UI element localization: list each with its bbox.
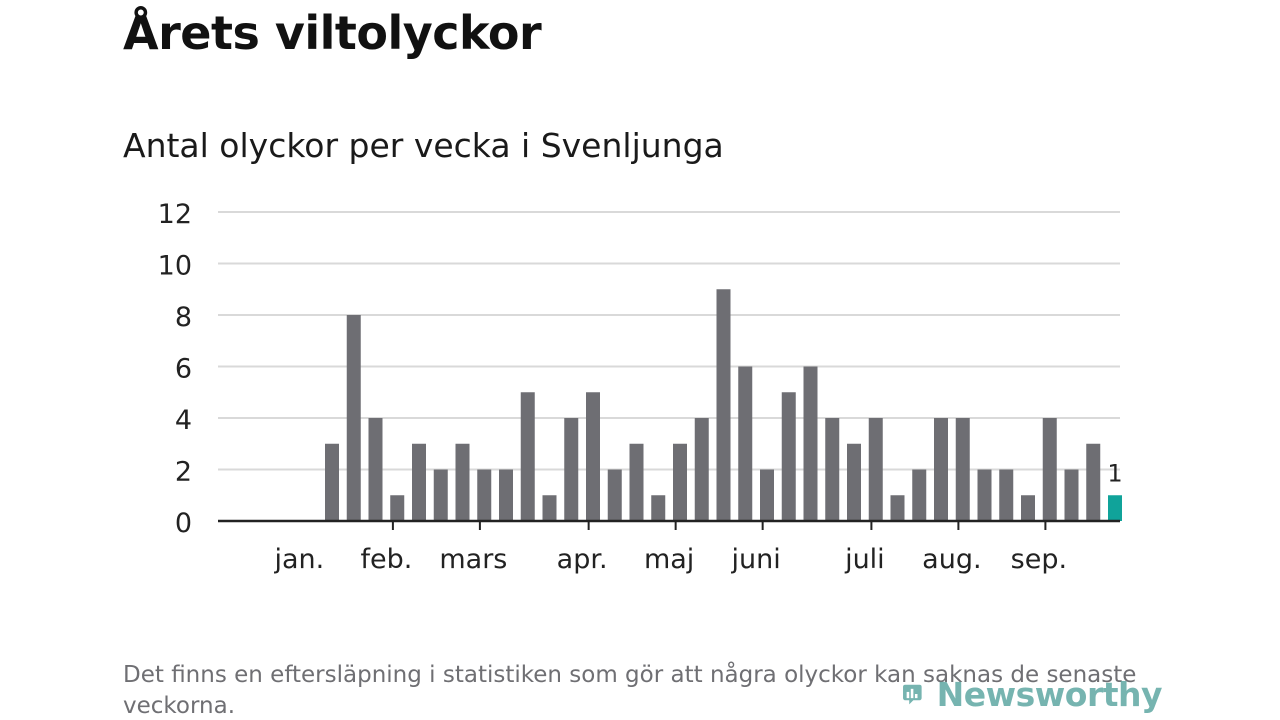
bar [868, 418, 883, 521]
y-tick-label: 0 [175, 508, 192, 539]
bar [368, 418, 383, 521]
bar-current-week [1108, 495, 1122, 521]
y-tick-label: 12 [158, 199, 192, 230]
bar [629, 443, 644, 521]
bar [412, 443, 426, 521]
footnote: Det finns en eftersläpning i statistiken… [123, 662, 1137, 719]
bar [738, 366, 753, 521]
bar [325, 443, 339, 521]
bar [803, 366, 818, 521]
y-tick-label: 10 [158, 251, 192, 282]
bar [977, 469, 992, 521]
bar [390, 495, 405, 521]
bar [586, 392, 600, 521]
x-tick-label: maj [644, 544, 694, 575]
x-tick-label: juli [844, 544, 885, 575]
bar [542, 495, 557, 521]
bar [716, 289, 731, 521]
data-labels: 1 [1107, 459, 1122, 487]
bar [760, 469, 774, 521]
bar [694, 418, 709, 521]
bar [1042, 418, 1057, 521]
chart-subtitle: Antal olyckor per vecka i Svenljunga [123, 126, 724, 165]
x-axis [218, 519, 1120, 530]
bar [912, 469, 927, 521]
bar [564, 418, 579, 521]
bar [607, 469, 622, 521]
bar [1086, 443, 1101, 521]
bar [781, 392, 796, 521]
newsworthy-logo[interactable]: Newsworthy [902, 670, 1163, 718]
x-tick-label: sep. [1011, 544, 1067, 575]
gridlines [218, 211, 1120, 471]
bar [455, 443, 470, 521]
x-tick-label: aug. [922, 544, 981, 575]
bar [890, 495, 905, 521]
x-tick-label: apr. [557, 544, 608, 575]
x-tick-label: feb. [360, 544, 412, 575]
data-label-current-week: 1 [1107, 459, 1122, 487]
x-tick-label: mars [439, 544, 507, 575]
bar [346, 315, 361, 521]
bar [955, 418, 970, 521]
bar [673, 443, 687, 521]
y-tick-label: 6 [175, 354, 192, 385]
page-title: Årets viltolyckor [123, 6, 542, 60]
newsworthy-chart-icon [903, 684, 922, 705]
y-tick-label: 8 [175, 302, 192, 333]
y-tick-label: 2 [175, 457, 192, 488]
bar [825, 418, 840, 521]
x-tick-label: jan. [274, 544, 325, 575]
bar [934, 418, 948, 521]
x-tick-label: juni [731, 544, 781, 575]
bar [1064, 469, 1079, 521]
bar [651, 495, 666, 521]
x-axis-month-labels: jan. feb. mars apr. maj juni juli aug. sep. [274, 544, 1068, 575]
brand-name: Newsworthy [936, 674, 1163, 714]
bar [847, 443, 861, 521]
bar [1021, 495, 1035, 521]
bar [477, 469, 492, 521]
bar [999, 469, 1014, 521]
bar [499, 469, 513, 521]
y-tick-label: 4 [175, 405, 192, 436]
y-axis-ticks: 0 2 4 6 8 10 12 [158, 199, 192, 539]
bar [520, 392, 535, 521]
bar [433, 469, 448, 521]
bars [325, 289, 1122, 521]
